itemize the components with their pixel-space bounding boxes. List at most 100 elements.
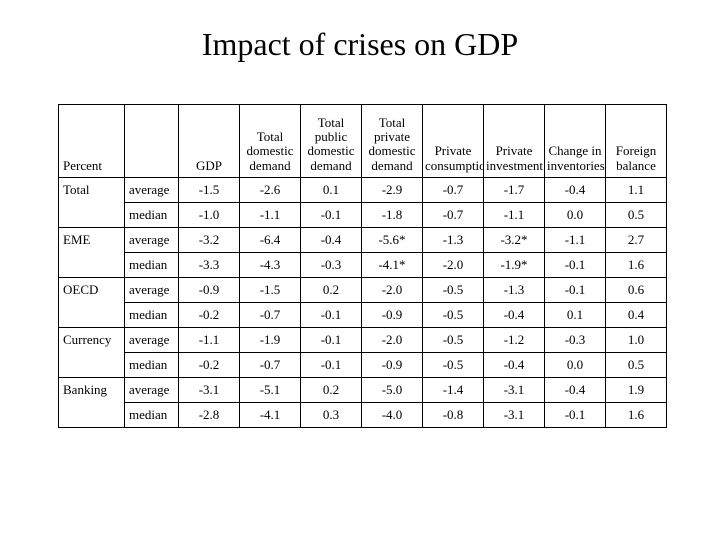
data-cell: 1.0 bbox=[606, 328, 667, 353]
data-cell: -0.7 bbox=[240, 353, 301, 378]
table-row: OECDaverage-0.9-1.50.2-2.0-0.5-1.3-0.10.… bbox=[59, 278, 667, 303]
col-header: Private investment bbox=[484, 105, 545, 178]
data-cell: -1.5 bbox=[240, 278, 301, 303]
data-cell: -3.1 bbox=[484, 403, 545, 428]
row-stat-label: average bbox=[125, 328, 179, 353]
data-cell: -1.1 bbox=[484, 203, 545, 228]
row-group-label: OECD bbox=[59, 278, 125, 303]
table-row: median-3.3-4.3-0.3-4.1*-2.0-1.9*-0.11.6 bbox=[59, 253, 667, 278]
data-cell: -1.3 bbox=[423, 228, 484, 253]
data-cell: -3.1 bbox=[179, 378, 240, 403]
row-group-label: Banking bbox=[59, 378, 125, 403]
data-cell: -3.1 bbox=[484, 378, 545, 403]
data-cell: -0.4 bbox=[545, 178, 606, 203]
data-cell: -0.3 bbox=[301, 253, 362, 278]
data-cell: -1.9 bbox=[240, 328, 301, 353]
col-header: Private consumption bbox=[423, 105, 484, 178]
table-row: Totalaverage-1.5-2.60.1-2.9-0.7-1.7-0.41… bbox=[59, 178, 667, 203]
data-cell: -1.7 bbox=[484, 178, 545, 203]
data-cell: -0.1 bbox=[545, 253, 606, 278]
data-cell: -0.9 bbox=[179, 278, 240, 303]
data-cell: 1.1 bbox=[606, 178, 667, 203]
data-cell: -4.3 bbox=[240, 253, 301, 278]
col-header: Percent bbox=[59, 105, 125, 178]
data-cell: 0.2 bbox=[301, 278, 362, 303]
slide-title: Impact of crises on GDP bbox=[0, 0, 720, 63]
data-cell: 0.0 bbox=[545, 203, 606, 228]
data-cell: 0.1 bbox=[301, 178, 362, 203]
table-row: median-0.2-0.7-0.1-0.9-0.5-0.40.00.5 bbox=[59, 353, 667, 378]
data-cell: -0.9 bbox=[362, 303, 423, 328]
data-cell: -3.3 bbox=[179, 253, 240, 278]
col-header: Change in inventories bbox=[545, 105, 606, 178]
data-cell: -5.0 bbox=[362, 378, 423, 403]
table-row: Currencyaverage-1.1-1.9-0.1-2.0-0.5-1.2-… bbox=[59, 328, 667, 353]
data-cell: -0.1 bbox=[301, 328, 362, 353]
table-row: EMEaverage-3.2-6.4-0.4-5.6*-1.3-3.2*-1.1… bbox=[59, 228, 667, 253]
slide-container: Impact of crises on GDP Percent GDP Tota… bbox=[0, 0, 720, 540]
data-cell: -1.4 bbox=[423, 378, 484, 403]
row-group-label: EME bbox=[59, 228, 125, 253]
data-cell: 1.9 bbox=[606, 378, 667, 403]
row-group-label bbox=[59, 253, 125, 278]
data-cell: -2.0 bbox=[362, 278, 423, 303]
data-cell: -1.9* bbox=[484, 253, 545, 278]
row-stat-label: median bbox=[125, 253, 179, 278]
data-cell: -0.1 bbox=[301, 303, 362, 328]
data-cell: -4.1* bbox=[362, 253, 423, 278]
data-cell: -1.0 bbox=[179, 203, 240, 228]
data-cell: -0.4 bbox=[484, 353, 545, 378]
data-cell: -2.6 bbox=[240, 178, 301, 203]
table-body: Totalaverage-1.5-2.60.1-2.9-0.7-1.7-0.41… bbox=[59, 178, 667, 428]
data-cell: -2.9 bbox=[362, 178, 423, 203]
col-header: Foreign balance bbox=[606, 105, 667, 178]
data-cell: -0.7 bbox=[423, 178, 484, 203]
data-cell: -3.2* bbox=[484, 228, 545, 253]
data-cell: -0.9 bbox=[362, 353, 423, 378]
row-stat-label: median bbox=[125, 203, 179, 228]
data-cell: 0.5 bbox=[606, 353, 667, 378]
table-row: median-2.8-4.10.3-4.0-0.8-3.1-0.11.6 bbox=[59, 403, 667, 428]
row-group-label bbox=[59, 353, 125, 378]
data-cell: -4.1 bbox=[240, 403, 301, 428]
data-cell: 0.3 bbox=[301, 403, 362, 428]
data-cell: 0.4 bbox=[606, 303, 667, 328]
data-cell: -0.1 bbox=[545, 278, 606, 303]
data-cell: 0.2 bbox=[301, 378, 362, 403]
data-cell: 0.5 bbox=[606, 203, 667, 228]
data-cell: -0.3 bbox=[545, 328, 606, 353]
data-cell: -1.3 bbox=[484, 278, 545, 303]
crises-gdp-table: Percent GDP Total domestic demand Total … bbox=[58, 104, 667, 428]
row-group-label bbox=[59, 403, 125, 428]
data-cell: 0.1 bbox=[545, 303, 606, 328]
data-cell: -1.1 bbox=[545, 228, 606, 253]
row-stat-label: average bbox=[125, 228, 179, 253]
data-cell: -3.2 bbox=[179, 228, 240, 253]
table-row: median-1.0-1.1-0.1-1.8-0.7-1.10.00.5 bbox=[59, 203, 667, 228]
data-cell: -4.0 bbox=[362, 403, 423, 428]
data-cell: -0.5 bbox=[423, 278, 484, 303]
row-group-label bbox=[59, 303, 125, 328]
row-group-label: Currency bbox=[59, 328, 125, 353]
data-cell: -2.0 bbox=[423, 253, 484, 278]
col-header: Total private domestic demand bbox=[362, 105, 423, 178]
data-cell: -1.5 bbox=[179, 178, 240, 203]
col-header: Total domestic demand bbox=[240, 105, 301, 178]
row-stat-label: average bbox=[125, 278, 179, 303]
table-row: Bankingaverage-3.1-5.10.2-5.0-1.4-3.1-0.… bbox=[59, 378, 667, 403]
data-cell: 0.6 bbox=[606, 278, 667, 303]
data-cell: -0.1 bbox=[301, 203, 362, 228]
data-cell: -0.5 bbox=[423, 328, 484, 353]
data-cell: -1.2 bbox=[484, 328, 545, 353]
data-table-wrap: Percent GDP Total domestic demand Total … bbox=[58, 104, 665, 428]
data-cell: 1.6 bbox=[606, 403, 667, 428]
row-group-label: Total bbox=[59, 178, 125, 203]
data-cell: 2.7 bbox=[606, 228, 667, 253]
data-cell: 1.6 bbox=[606, 253, 667, 278]
data-cell: -0.2 bbox=[179, 303, 240, 328]
data-cell: -0.1 bbox=[301, 353, 362, 378]
table-row: median-0.2-0.7-0.1-0.9-0.5-0.40.10.4 bbox=[59, 303, 667, 328]
data-cell: -0.4 bbox=[301, 228, 362, 253]
table-header-row: Percent GDP Total domestic demand Total … bbox=[59, 105, 667, 178]
col-header bbox=[125, 105, 179, 178]
